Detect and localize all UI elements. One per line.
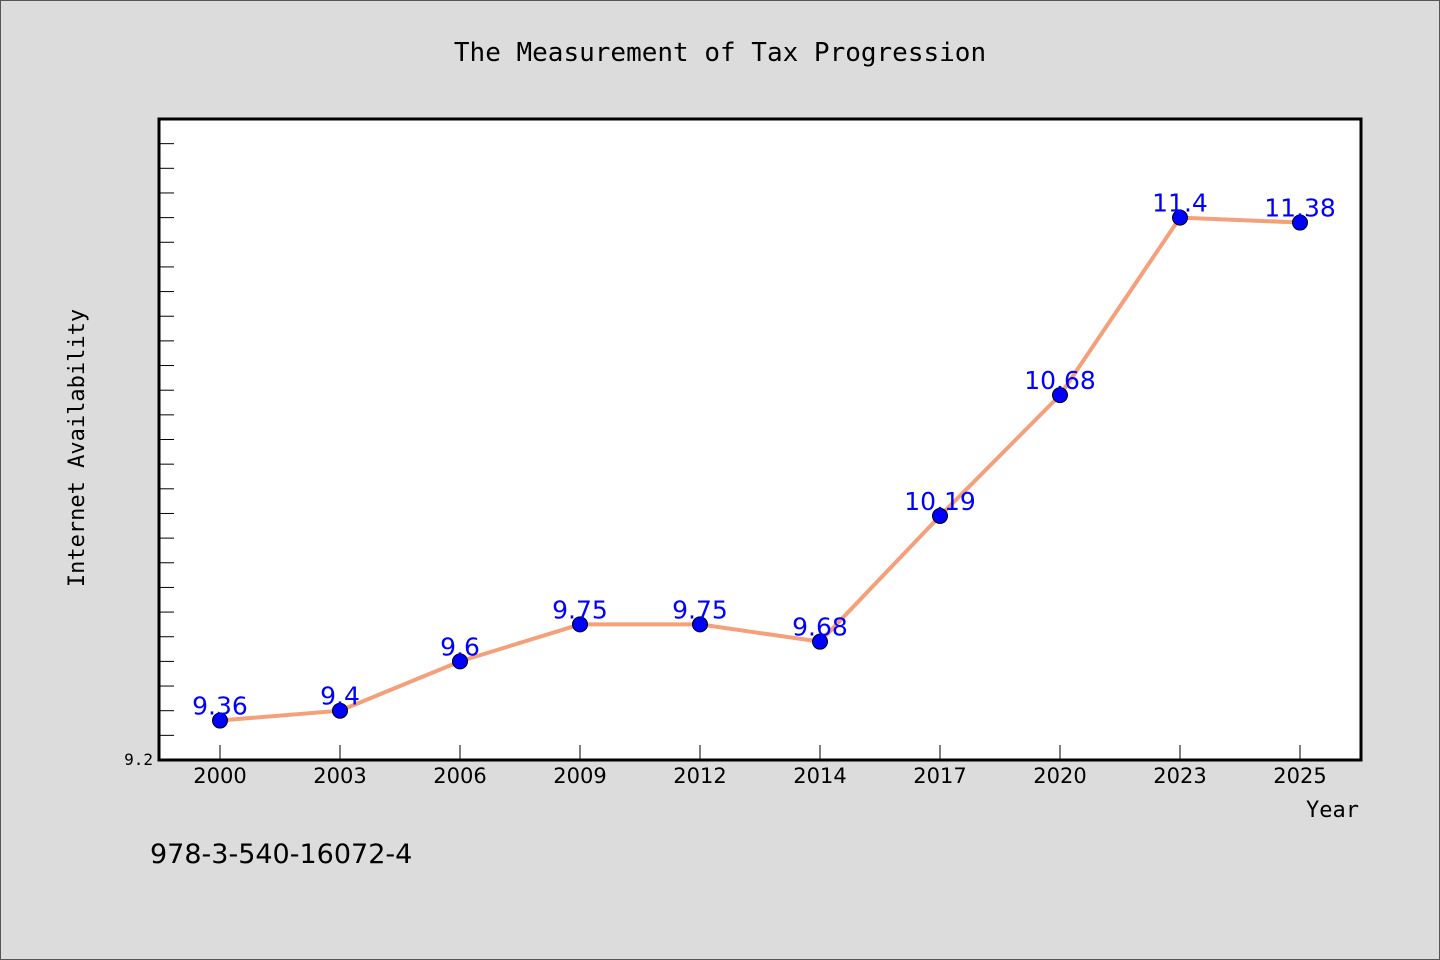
chart-title: The Measurement of Tax Progression: [454, 38, 986, 68]
x-axis-tick-labels: 2000 2003 2006 2009 2012 2014 2017 2020 2023 2025: [193, 764, 1326, 788]
x-tick-label: 2003: [313, 764, 366, 788]
y-axis-title: Internet Availability: [65, 309, 90, 587]
data-point: [212, 712, 228, 729]
data-point: [812, 633, 828, 650]
data-labels: 9.36 9.4 9.6 9.75 9.75 9.68 10.19 10.68 11.4 11.3…: [192, 189, 1336, 721]
data-point: [332, 702, 348, 719]
x-axis-ticks: [219, 745, 1301, 760]
data-point: [1052, 387, 1068, 404]
data-label: 10.68: [1024, 366, 1096, 395]
data-point: [572, 616, 588, 633]
y-tick-label: 9.2: [124, 750, 153, 769]
x-tick-label: 2006: [433, 764, 486, 788]
data-label: 9.36: [192, 692, 248, 721]
x-tick-label: 2009: [553, 764, 606, 788]
x-tick-label: 2000: [193, 764, 246, 788]
data-point: [1172, 209, 1188, 226]
x-axis-title: Year: [1306, 798, 1359, 823]
footnote: 978-3-540-16072-4: [150, 839, 412, 870]
data-point: [452, 653, 468, 670]
data-point: [932, 507, 948, 524]
x-tick-label: 2025: [1273, 764, 1326, 788]
data-label: 10.19: [904, 487, 976, 516]
series-line: [219, 215, 1301, 723]
data-label: 9.4: [320, 682, 360, 711]
x-tick-label: 2023: [1153, 764, 1206, 788]
x-tick-label: 2017: [913, 764, 966, 788]
x-tick-label: 2012: [673, 764, 726, 788]
data-point: [692, 616, 708, 633]
series-markers: [212, 209, 1308, 729]
data-point: [1292, 214, 1308, 231]
data-label: 11.38: [1264, 194, 1336, 223]
y-axis-ticks: [159, 143, 174, 736]
data-label: 11.4: [1152, 189, 1208, 218]
data-label: 9.75: [552, 595, 608, 624]
x-tick-label: 2020: [1033, 764, 1086, 788]
plot-area: [157, 117, 1363, 762]
data-label: 9.75: [672, 595, 728, 624]
x-tick-label: 2014: [793, 764, 846, 788]
y-axis-tick-labels: 9.2: [124, 750, 153, 769]
data-label: 9.6: [440, 632, 480, 661]
data-label: 9.68: [792, 613, 848, 642]
